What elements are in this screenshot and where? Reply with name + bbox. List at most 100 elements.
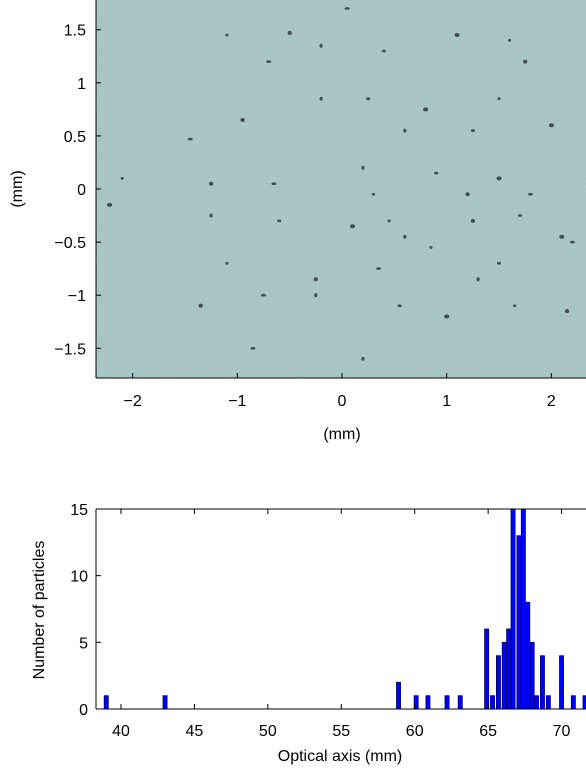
particle	[198, 303, 203, 308]
particle	[344, 7, 350, 10]
particle	[187, 137, 193, 141]
particle	[565, 309, 570, 314]
histogram-bars	[103, 508, 586, 710]
histogram-bar	[506, 628, 512, 710]
histogram-bar	[162, 695, 168, 710]
histogram-bar	[425, 695, 431, 710]
particle	[240, 118, 245, 122]
image-x-tick-label: −1	[228, 393, 246, 410]
histogram-bar	[484, 628, 490, 710]
histogram-x-tick-label: 40	[112, 723, 130, 740]
histogram-bar	[540, 655, 545, 710]
histogram-bar	[570, 695, 576, 710]
histogram-bar	[516, 535, 522, 710]
histogram-bar	[103, 695, 109, 710]
particle	[403, 128, 407, 133]
particle	[376, 267, 382, 270]
histogram-panel: 40 45 50 55 60 65 70 0 5 10 15 Optical axis (mm) N…	[31, 502, 586, 765]
particle	[523, 59, 528, 64]
particle	[548, 123, 555, 128]
image-x-tick-label: −2	[124, 393, 142, 410]
histogram-bar	[534, 695, 539, 710]
histogram-y-tick-label: 10	[70, 569, 88, 586]
particle	[517, 214, 523, 217]
particle	[287, 30, 292, 35]
particle	[314, 293, 318, 298]
image-y-tick-label: −1.5	[54, 341, 86, 358]
particle	[107, 202, 113, 207]
image-y-tick-label: 1	[77, 76, 86, 93]
particle	[423, 107, 429, 112]
particle	[496, 261, 502, 265]
particles	[107, 7, 575, 361]
particle	[387, 219, 391, 223]
particle	[225, 261, 229, 265]
image-x-axis-label: (mm)	[323, 426, 360, 443]
particle	[381, 49, 386, 53]
histogram-bar	[490, 695, 495, 710]
image-y-tick-label: 0	[77, 182, 86, 199]
histogram-y-tick-label: 5	[79, 635, 88, 652]
particle	[120, 177, 124, 180]
histogram-y-axis-label: Number of particles	[31, 541, 48, 680]
particle	[250, 346, 256, 350]
histogram-x-tick-label: 65	[479, 723, 497, 740]
particle	[496, 176, 502, 181]
histogram-bar	[510, 508, 516, 710]
histogram-axes: 40 45 50 55 60 65 70 0 5 10 15	[70, 502, 586, 740]
particle	[366, 97, 371, 101]
particle	[476, 277, 480, 282]
histogram-bar	[529, 641, 535, 710]
histogram-bar	[444, 695, 450, 710]
hologram-image-panel: −2 −1 0 1 2 1.5 1 0.5 0 −0.5 −1 −1.5 (mm) (mm)	[9, 0, 586, 443]
particle	[260, 293, 267, 297]
histogram-bar	[525, 601, 531, 710]
particle	[403, 234, 407, 239]
image-y-tick-label: −1	[68, 288, 86, 305]
particle	[271, 182, 277, 186]
image-x-tick-label: 0	[338, 393, 347, 410]
particle	[454, 33, 460, 37]
particle	[361, 356, 365, 361]
particle	[319, 43, 323, 48]
particle	[444, 314, 450, 319]
particle	[209, 213, 213, 218]
particle	[470, 129, 475, 133]
particle	[559, 234, 565, 239]
image-x-tick-label: 2	[547, 393, 556, 410]
histogram-x-tick-label: 45	[186, 723, 204, 740]
image-grain	[96, 0, 586, 378]
image-y-tick-label: −0.5	[54, 235, 86, 252]
particle	[513, 304, 517, 308]
particle	[361, 165, 365, 170]
particle	[209, 181, 214, 186]
histogram-bar	[457, 695, 463, 710]
particle	[507, 38, 512, 42]
particle	[527, 192, 534, 196]
histogram-y-tick-label: 15	[70, 502, 88, 519]
particle	[397, 304, 402, 308]
image-y-axis-label: (mm)	[9, 170, 26, 207]
particle	[497, 97, 501, 101]
histogram-bar	[545, 695, 551, 710]
particle	[371, 192, 375, 196]
histogram-bar	[520, 508, 526, 710]
image-axes: −2 −1 0 1 2 1.5 1 0.5 0 −0.5 −1 −1.5	[54, 0, 586, 410]
image-y-tick-label: 1.5	[64, 23, 86, 40]
particle	[465, 192, 470, 197]
particle	[277, 219, 282, 223]
histogram-bar	[559, 655, 564, 710]
particle	[434, 171, 439, 175]
histogram-x-axis-label: Optical axis (mm)	[278, 748, 402, 765]
particle	[429, 246, 433, 249]
histogram-bar	[396, 681, 401, 710]
histogram-x-tick-label: 60	[406, 723, 424, 740]
histogram-x-tick-label: 50	[259, 723, 277, 740]
particle	[266, 60, 272, 63]
image-y-tick-label: 0.5	[64, 129, 86, 146]
particle	[319, 96, 323, 101]
particle	[349, 224, 356, 229]
particle	[225, 33, 229, 37]
image-x-tick-label: 1	[442, 393, 451, 410]
